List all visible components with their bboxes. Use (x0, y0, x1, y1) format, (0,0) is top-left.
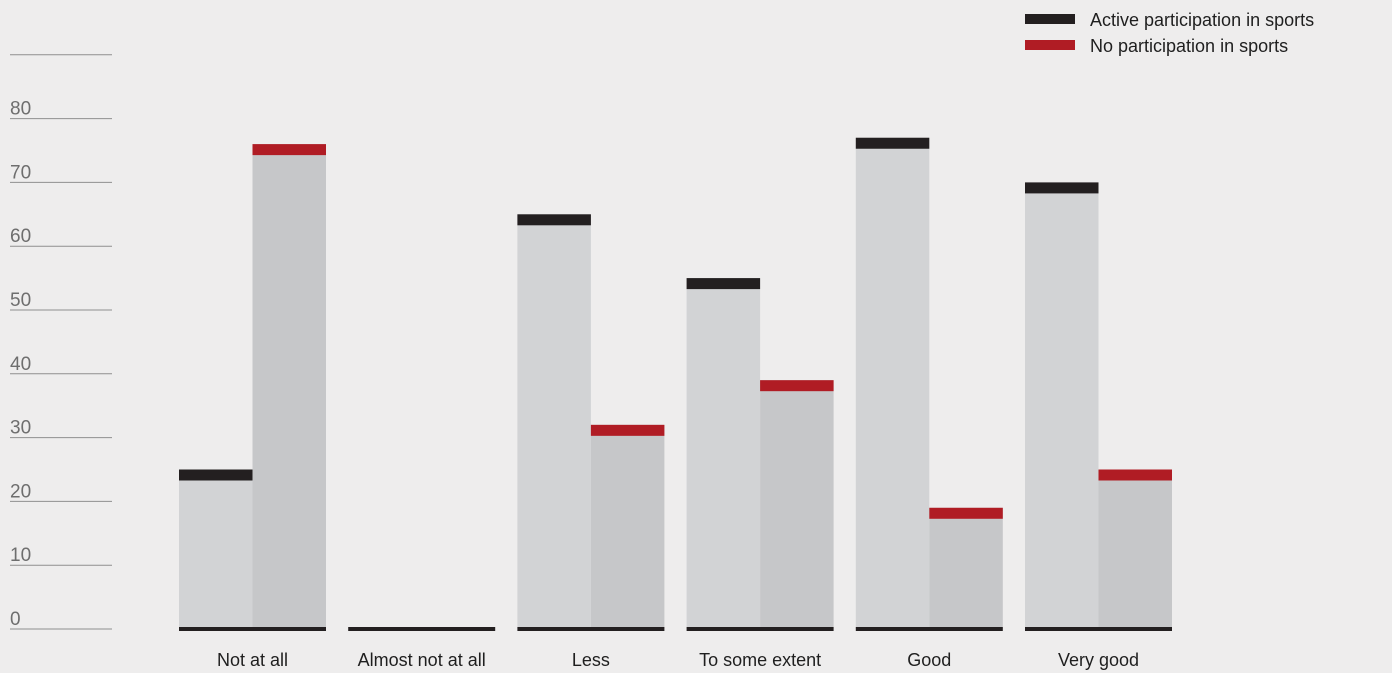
bar-cap-active (686, 278, 761, 290)
y-tick-label: 70 (10, 162, 31, 183)
legend-label-active: Active participation in sports (1090, 10, 1314, 30)
bar-none (252, 144, 326, 629)
bar-active (686, 278, 761, 629)
y-tick-label: 10 (10, 545, 31, 566)
bar-baseline (517, 627, 665, 631)
bar-none (590, 424, 665, 629)
legend-swatch-none (1025, 40, 1075, 50)
bars (179, 137, 1172, 631)
bar-active (179, 469, 253, 629)
bar-cap-none (590, 424, 665, 436)
bar-active (1025, 182, 1099, 629)
y-tick-label: 0 (10, 609, 21, 630)
x-category-label: Very good (1058, 650, 1139, 670)
bar-none (760, 380, 834, 629)
y-tick-label: 60 (10, 226, 31, 247)
bar-cap-none (1098, 469, 1172, 481)
bar-baseline (348, 627, 496, 631)
bar-cap-none (929, 507, 1003, 519)
y-tick-label: 40 (10, 354, 31, 375)
bar-none (929, 507, 1003, 629)
bar-cap-active (179, 469, 253, 481)
bar-active (517, 214, 591, 630)
bar-none (1098, 469, 1172, 629)
bar-cap-active (1025, 182, 1099, 194)
bar-baseline (855, 627, 1003, 631)
bar-baseline (179, 627, 326, 631)
legend-swatch-active (1025, 14, 1075, 24)
y-tick-label: 50 (10, 290, 31, 311)
x-category-label: Less (572, 650, 610, 670)
bar-baseline (1025, 627, 1172, 631)
bar-baseline (686, 627, 834, 631)
bar-active (855, 137, 930, 630)
x-category-label: Not at all (217, 650, 288, 670)
bar-cap-none (252, 144, 326, 156)
x-axis-labels: Not at all Almost not at all Less To some e… (217, 650, 1139, 670)
x-category-label: To some extent (699, 650, 821, 670)
y-tick-label: 20 (10, 481, 31, 502)
x-category-label: Good (907, 650, 951, 670)
legend: Active participation in sports No partic… (1025, 10, 1314, 56)
legend-label-none: No participation in sports (1090, 36, 1288, 56)
x-category-label: Almost not at all (358, 650, 486, 670)
bar-cap-active (855, 137, 930, 149)
bar-cap-none (760, 380, 834, 392)
bar-cap-active (517, 214, 591, 226)
y-axis: 0 10 20 30 40 50 60 70 80 (10, 54, 112, 630)
y-tick-label: 80 (10, 99, 31, 120)
y-tick-label: 30 (10, 418, 31, 439)
